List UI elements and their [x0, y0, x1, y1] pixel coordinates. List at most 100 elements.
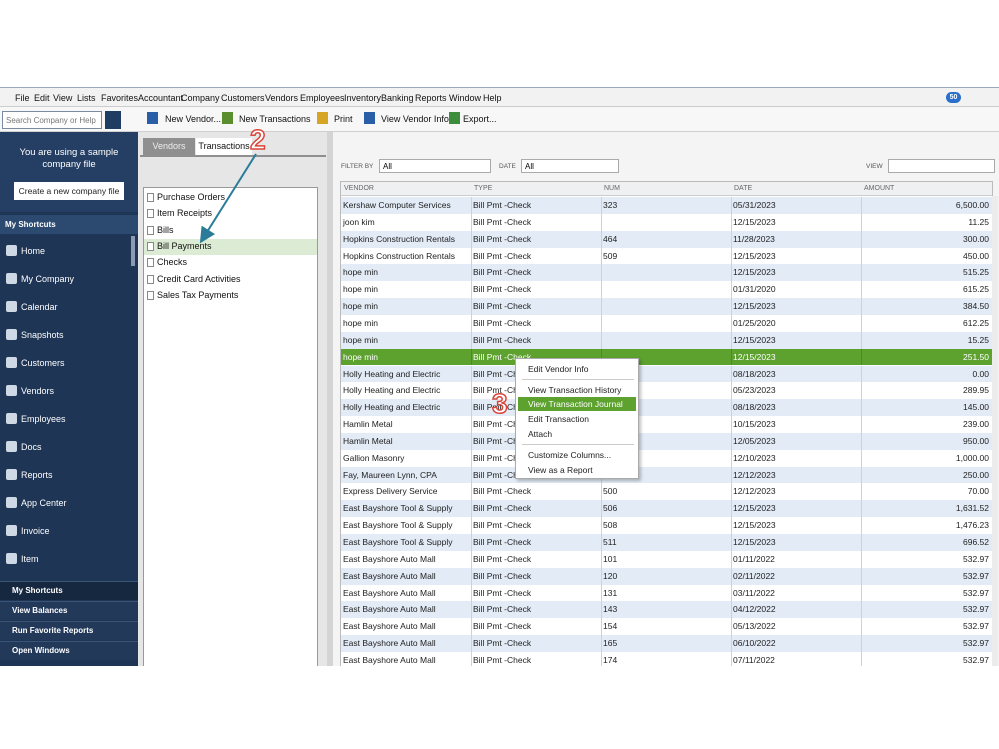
menu-item[interactable]: Employees	[300, 93, 345, 103]
create-company-button[interactable]: Create a new company file	[14, 182, 124, 200]
table-row[interactable]: hope min Bill Pmt -Check 12/15/2023 15.25	[341, 331, 992, 349]
column-divider	[861, 466, 862, 484]
menu-item[interactable]: Help	[483, 93, 502, 103]
table-row[interactable]: hope min Bill Pmt -Check 01/25/2020 612.25	[341, 314, 992, 332]
context-item[interactable]: Edit Transaction	[528, 414, 589, 424]
column-header[interactable]: VENDOR	[344, 185, 374, 192]
table-cell: Gallion Masonry	[343, 452, 405, 463]
nav-item[interactable]: Home	[21, 246, 46, 256]
table-row[interactable]: East Bayshore Auto Mall Bill Pmt -Check 16…	[341, 635, 992, 652]
column-header[interactable]: NUM	[604, 185, 620, 192]
table-row[interactable]: Hopkins Construction Rentals Bill Pmt -Ch…	[341, 247, 992, 265]
table-row[interactable]: East Bayshore Auto Mall Bill Pmt -Check 13…	[341, 584, 992, 602]
list-item[interactable]: Purchase Orders	[157, 192, 226, 202]
bottom-item[interactable]: View Balances	[12, 606, 68, 615]
menu-item[interactable]: Customers	[221, 93, 265, 103]
table-row[interactable]: Kershaw Computer Services Bill Pmt -Check…	[341, 197, 992, 214]
bottom-item[interactable]: Run Favorite Reports	[12, 626, 94, 635]
list-item[interactable]: Item Receipts	[157, 208, 213, 219]
nav-item[interactable]: Invoice	[21, 526, 50, 536]
table-row[interactable]: East Bayshore Tool & Supply Bill Pmt -Che…	[341, 500, 992, 518]
column-header[interactable]: AMOUNT	[864, 185, 895, 192]
notification-badge[interactable]: 50	[946, 92, 961, 103]
table-row[interactable]: East Bayshore Auto Mall Bill Pmt -Check 14…	[341, 601, 992, 619]
bottom-item[interactable]: My Shortcuts	[12, 586, 63, 595]
nav-item[interactable]: Calendar	[21, 302, 58, 312]
toolbar-button[interactable]: New Vendor...	[165, 114, 222, 124]
table-row[interactable]: East Bayshore Tool & Supply Bill Pmt -Che…	[341, 534, 992, 551]
context-item[interactable]: Edit Vendor Info	[528, 364, 589, 374]
context-item[interactable]: View as a Report	[528, 465, 593, 475]
menu-item[interactable]: Reports	[415, 93, 447, 103]
table-row[interactable]: hope min Bill Pmt -Check 01/31/2020 615.25	[341, 281, 992, 299]
menu-item[interactable]: Edit	[34, 93, 50, 103]
menu-item[interactable]: Banking	[381, 93, 414, 103]
context-item[interactable]: Attach	[528, 429, 553, 439]
nav-item[interactable]: Reports	[21, 470, 53, 480]
table-row[interactable]: joon kim Bill Pmt -Check 12/15/2023 11.25	[341, 213, 992, 231]
nav-item[interactable]: App Center	[21, 498, 67, 508]
table-row[interactable]: Holly Heating and Electric Bill Pmt -Chec…	[341, 382, 992, 400]
context-item[interactable]: Customize Columns...	[528, 450, 612, 460]
toolbar-button[interactable]: New Transactions	[239, 114, 311, 124]
nav-item[interactable]: Item	[21, 554, 39, 564]
column-header[interactable]: DATE	[734, 185, 753, 192]
toolbar-button[interactable]: View Vendor Info	[381, 114, 449, 124]
table-row[interactable]: East Bayshore Auto Mall Bill Pmt -Check 15…	[341, 618, 992, 636]
tab-active[interactable]: Transactions	[196, 138, 252, 155]
table-row[interactable]: Express Delivery Service Bill Pmt -Check 5…	[341, 483, 992, 501]
context-item[interactable]: View Transaction History	[528, 385, 622, 395]
table-row[interactable]: East Bayshore Auto Mall Bill Pmt -Check 10…	[341, 550, 992, 568]
menu-item[interactable]: Lists	[77, 93, 96, 103]
toolbar-button[interactable]: Export...	[463, 114, 497, 124]
table-row[interactable]: Holly Heating and Electric Bill Pmt -Chec…	[341, 399, 992, 417]
column-divider	[471, 635, 472, 652]
menu-item[interactable]: View	[53, 93, 73, 103]
menu-item[interactable]: Favorites	[101, 93, 139, 103]
column-divider	[861, 584, 862, 602]
nav-item[interactable]: Vendors	[21, 386, 55, 396]
menu-item[interactable]: Window	[449, 93, 482, 103]
table-row[interactable]: East Bayshore Auto Mall Bill Pmt -Check 12…	[341, 567, 992, 585]
nav-item[interactable]: Docs	[21, 442, 42, 452]
table-row[interactable]: Gallion Masonry Bill Pmt -Check 12/10/2023…	[341, 449, 992, 467]
table-row[interactable]: Hopkins Construction Rentals Bill Pmt -Ch…	[341, 230, 992, 248]
list-item[interactable]: Checks	[157, 257, 188, 268]
list-item[interactable]: Credit Card Activities	[157, 273, 241, 284]
nav-item[interactable]: Customers	[21, 358, 65, 368]
search-button[interactable]	[105, 111, 121, 129]
filter-dropdown[interactable]: All	[379, 159, 491, 173]
search-box[interactable]: Search Company or Help	[2, 111, 102, 129]
table-row[interactable]: Fay, Maureen Lynn, CPA Bill Pmt -Check 12/…	[341, 466, 992, 484]
nav-item[interactable]: My Company	[21, 274, 75, 284]
column-divider	[601, 550, 602, 568]
table-row[interactable]: Holly Heating and Electric Bill Pmt -Chec…	[341, 365, 992, 383]
table-row[interactable]: East Bayshore Tool & Supply Bill Pmt -Che…	[341, 517, 992, 534]
tab[interactable]: Vendors	[143, 138, 195, 155]
context-item[interactable]: View Transaction Journal	[528, 399, 623, 409]
menu-item[interactable]: Accountant	[138, 93, 184, 103]
toolbar-button[interactable]: Print	[334, 114, 353, 124]
nav-item[interactable]: Employees	[21, 414, 66, 424]
menu-item[interactable]: File	[15, 93, 30, 103]
table-row[interactable]: East Bayshore Auto Mall Bill Pmt -Check 17…	[341, 651, 992, 666]
menu-item[interactable]: Vendors	[265, 93, 299, 103]
table-row[interactable]: hope min Bill Pmt -Check 12/15/2023 515.25	[341, 264, 992, 282]
menu-item[interactable]: Company	[181, 93, 220, 103]
bottom-item[interactable]: Open Windows	[12, 646, 70, 655]
nav-item[interactable]: Snapshots	[21, 330, 64, 340]
table-cell: Fay, Maureen Lynn, CPA	[343, 469, 437, 480]
view-dropdown[interactable]	[888, 159, 995, 173]
column-divider	[731, 635, 732, 652]
menu-item[interactable]: Inventory	[344, 93, 382, 103]
list-item[interactable]: Sales Tax Payments	[157, 289, 239, 300]
list-item[interactable]: Bills	[157, 224, 174, 235]
list-item[interactable]: Bill Payments	[157, 240, 212, 251]
column-header[interactable]: TYPE	[474, 185, 493, 192]
date-dropdown[interactable]: All	[521, 159, 619, 173]
table-row[interactable]: hope min Bill Pmt -Check 12/15/2023 384.50	[341, 298, 992, 315]
column-divider	[731, 331, 732, 349]
table-row[interactable]: Hamlin Metal Bill Pmt -Check 12/05/2023 950…	[341, 432, 992, 450]
table-row[interactable]: Hamlin Metal Bill Pmt -Check 10/15/2023 239…	[341, 416, 992, 433]
table-row[interactable]: hope min Bill Pmt -Check 12/15/2023 251.50	[341, 348, 992, 366]
